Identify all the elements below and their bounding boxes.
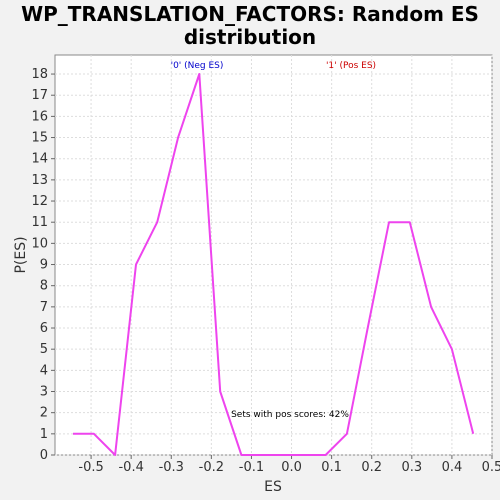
y-tick-label: 7 [40,300,48,315]
x-tick-label: -0.2 [199,460,224,475]
pos-score-annotation: Sets with pos scores: 42% [231,410,349,420]
series-line [73,73,475,456]
y-tick-label: 0 [40,448,48,463]
x-tick-label: 0.1 [321,460,342,475]
x-tick-label: 0.2 [361,460,382,475]
x-tick-label: 0.0 [281,460,302,475]
x-axis-label: ES [264,479,282,495]
plot-area [54,54,493,456]
x-tick-label: 0.5 [482,460,500,475]
x-tick-label: 0.3 [401,460,422,475]
x-tick-label: 0.4 [442,460,463,475]
pos-es-label: '1' (Pos ES) [326,61,376,71]
y-tick-label: 12 [31,194,48,209]
x-tick-label: -0.1 [239,460,264,475]
series-group [73,73,475,456]
y-tick-label: 18 [31,67,48,82]
y-tick-label: 10 [31,236,48,251]
x-tick-label: -0.3 [159,460,184,475]
y-tick-label: 11 [31,215,48,230]
y-tick-label: 2 [40,406,48,421]
y-axis-label: P(ES) [13,236,29,273]
y-tick-label: 13 [31,173,48,188]
y-tick-label: 5 [40,342,48,357]
chart-title-line1: WP_TRANSLATION_FACTORS: Random ES [21,2,479,26]
y-tick-label: 6 [40,321,48,336]
x-axis-ticks: -0.5 -0.4 -0.3 -0.2 -0.1 0.0 0.1 0.2 0.3 0.4 0.5 [78,455,500,475]
chart-title-line2: distribution [184,25,316,49]
y-tick-label: 15 [31,131,48,146]
y-tick-label: 3 [40,385,48,400]
y-tick-label: 17 [31,88,48,103]
y-tick-label: 16 [31,109,48,124]
y-tick-label: 9 [40,258,48,273]
x-tick-label: -0.4 [118,460,143,475]
y-tick-label: 8 [40,279,48,294]
y-tick-label: 1 [40,427,48,442]
neg-es-label: '0' (Neg ES) [171,61,224,71]
x-tick-label: -0.5 [78,460,103,475]
y-tick-label: 14 [31,152,48,167]
y-tick-label: 4 [40,363,48,378]
grid [55,55,493,456]
